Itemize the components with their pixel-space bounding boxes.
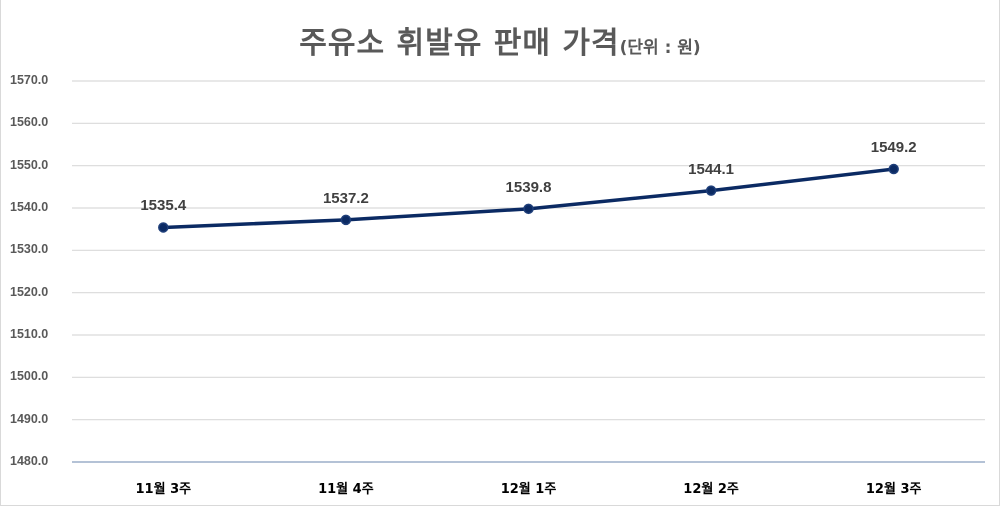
data-label: 1549.2 — [870, 139, 917, 157]
data-label: 1535.4 — [140, 197, 187, 215]
x-tick-label: 12월 3주 — [865, 482, 922, 497]
data-label: 1544.1 — [688, 160, 735, 178]
data-point-marker — [158, 222, 169, 233]
x-tick-label: 11월 3주 — [135, 482, 192, 497]
data-point-marker — [888, 163, 899, 175]
y-tick-label: 1500.0 — [10, 369, 49, 384]
y-tick-label: 1560.0 — [10, 115, 49, 130]
series-line — [163, 167, 894, 230]
y-tick-label: 1550.0 — [10, 157, 49, 172]
chart-title-main: 주유소 휘발유 판매 가격 — [299, 26, 620, 61]
y-tick-label: 1480.0 — [10, 454, 49, 468]
y-tick-label: 1570.0 — [10, 73, 49, 87]
data-point-marker — [523, 203, 534, 215]
x-tick-label: 11월 4주 — [318, 482, 374, 497]
x-tick-label: 12월 2주 — [683, 482, 739, 497]
x-tick-label: 12월 1주 — [500, 482, 557, 497]
data-point-marker — [705, 185, 717, 196]
y-tick-label: 1490.0 — [10, 411, 49, 426]
chart-title-unit: (단위 : 원) — [619, 38, 701, 58]
y-tick-label: 1520.0 — [10, 284, 49, 299]
chart-title: 주유소 휘발유 판매 가격(단위 : 원) — [0, 18, 1000, 62]
y-tick-label: 1540.0 — [10, 200, 49, 214]
y-tick-label: 1510.0 — [10, 327, 49, 341]
data-label: 1537.2 — [322, 189, 369, 207]
y-tick-label: 1530.0 — [10, 242, 49, 257]
data-point-marker — [340, 214, 352, 226]
data-label: 1539.8 — [505, 178, 552, 196]
